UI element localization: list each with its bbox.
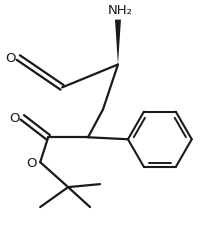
Text: O: O (5, 52, 15, 65)
Text: NH₂: NH₂ (107, 4, 133, 17)
Polygon shape (115, 20, 121, 65)
Text: O: O (9, 111, 19, 124)
Text: O: O (27, 156, 37, 169)
